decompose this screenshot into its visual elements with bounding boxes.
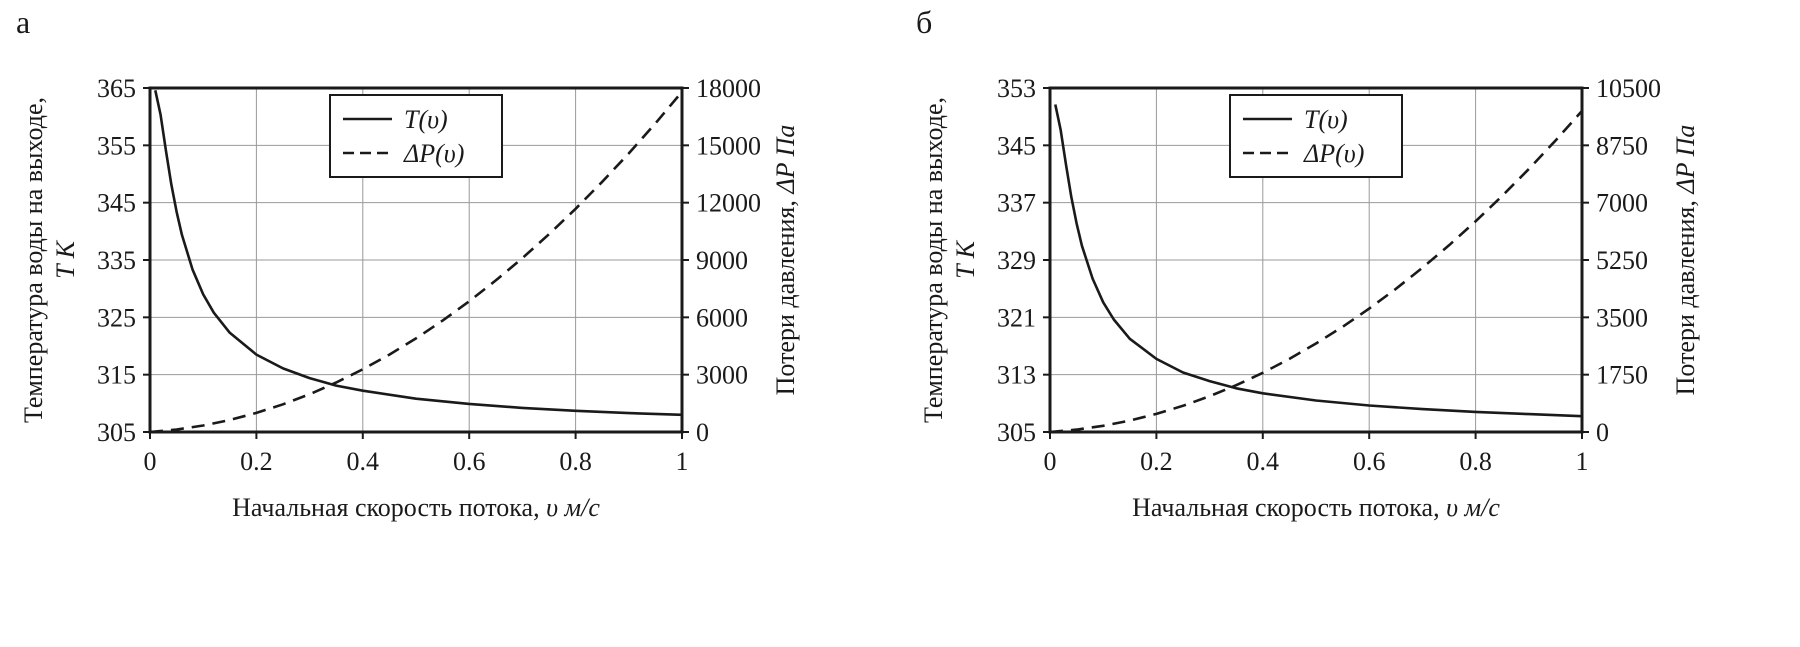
pressure-curve <box>1049 110 1583 434</box>
x-tick-label: 0.4 <box>347 447 380 476</box>
x-tick-label: 0.6 <box>453 447 486 476</box>
y-right-tick-label: 12000 <box>696 189 761 218</box>
legend-label: ΔP(υ) <box>403 139 464 168</box>
y-right-tick-label: 3500 <box>1596 303 1648 332</box>
y-right-axis-title: Потери давления, ΔP Па <box>1671 125 1700 396</box>
x-tick-label: 0.2 <box>1140 447 1173 476</box>
x-tick-label: 0.4 <box>1247 447 1280 476</box>
panel-label-a: а <box>16 4 31 40</box>
y-left-axis-title-line2: T К <box>51 239 80 278</box>
legend-label: T(υ) <box>1304 105 1348 134</box>
chart-b: 305 313 321 329 337 345 353 0 1750 3500 5250 7000 87… <box>900 55 1800 615</box>
chart-panel-a: а 305 315 325 335 345 355 365 0 3000 6000 9000 1200… <box>0 4 900 615</box>
chart-svg: 305 313 321 329 337 345 353 0 1750 3500 5250 7000 87… <box>919 74 1700 522</box>
temperature-curve <box>1054 104 1583 418</box>
pressure-curve <box>149 90 683 434</box>
x-tick-label: 0 <box>144 447 157 476</box>
y-right-tick-label: 3000 <box>696 361 748 390</box>
y-left-tick-label: 335 <box>97 246 136 275</box>
y-left-tick-label: 315 <box>97 361 136 390</box>
y-right-tick-label: 7000 <box>1596 189 1648 218</box>
x-tick-label: 0.8 <box>559 447 592 476</box>
y-right-tick-label: 6000 <box>696 303 748 332</box>
y-left-tick-label: 337 <box>997 189 1036 218</box>
y-right-tick-label: 0 <box>696 418 709 447</box>
x-tick-label: 1 <box>676 447 689 476</box>
y-right-tick-label: 15000 <box>696 131 761 160</box>
y-left-tick-label: 355 <box>97 131 136 160</box>
y-right-tick-label: 10500 <box>1596 74 1661 103</box>
temperature-curve <box>154 90 683 417</box>
legend-label: T(υ) <box>404 105 448 134</box>
legend-box <box>1229 94 1403 178</box>
y-left-tick-label: 345 <box>997 131 1036 160</box>
x-tick-label: 0 <box>1044 447 1057 476</box>
x-tick-label: 0.6 <box>1353 447 1386 476</box>
x-axis-title: Начальная скорость потока, υ м/с <box>232 493 600 522</box>
y-left-tick-label: 325 <box>97 303 136 332</box>
y-right-tick-label: 1750 <box>1596 361 1648 390</box>
y-right-tick-label: 0 <box>1596 418 1609 447</box>
y-left-tick-label: 329 <box>997 246 1036 275</box>
y-right-tick-label: 9000 <box>696 246 748 275</box>
x-axis-title: Начальная скорость потока, υ м/с <box>1132 493 1500 522</box>
y-left-tick-label: 321 <box>997 303 1036 332</box>
x-tick-label: 0.2 <box>240 447 273 476</box>
y-left-tick-label: 353 <box>997 74 1036 103</box>
legend-label: ΔP(υ) <box>1303 139 1364 168</box>
chart-a: 305 315 325 335 345 355 365 0 3000 6000 9000 12000 1… <box>0 55 900 615</box>
y-right-tick-label: 8750 <box>1596 131 1648 160</box>
chart-panel-b: б 305 313 321 329 337 345 353 0 1750 3500 5250 7000… <box>900 0 1800 647</box>
panel-label-b: б <box>916 4 933 40</box>
y-left-tick-label: 345 <box>97 189 136 218</box>
legend-box <box>329 94 503 178</box>
y-left-axis-title-line1: Температура воды на выходе, <box>19 97 48 423</box>
y-left-axis-title-line2: T К <box>951 239 980 278</box>
x-tick-label: 1 <box>1576 447 1589 476</box>
y-right-tick-label: 5250 <box>1596 246 1648 275</box>
y-left-tick-label: 305 <box>997 418 1036 447</box>
y-left-tick-label: 365 <box>97 74 136 103</box>
y-right-tick-label: 18000 <box>696 74 761 103</box>
y-left-axis-title-line1: Температура воды на выходе, <box>919 97 948 423</box>
y-left-tick-label: 313 <box>997 361 1036 390</box>
chart-svg: 305 315 325 335 345 355 365 0 3000 6000 9000 12000 1… <box>19 74 800 522</box>
y-left-tick-label: 305 <box>97 418 136 447</box>
x-tick-label: 0.8 <box>1459 447 1492 476</box>
y-right-axis-title: Потери давления, ΔP Па <box>771 125 800 396</box>
